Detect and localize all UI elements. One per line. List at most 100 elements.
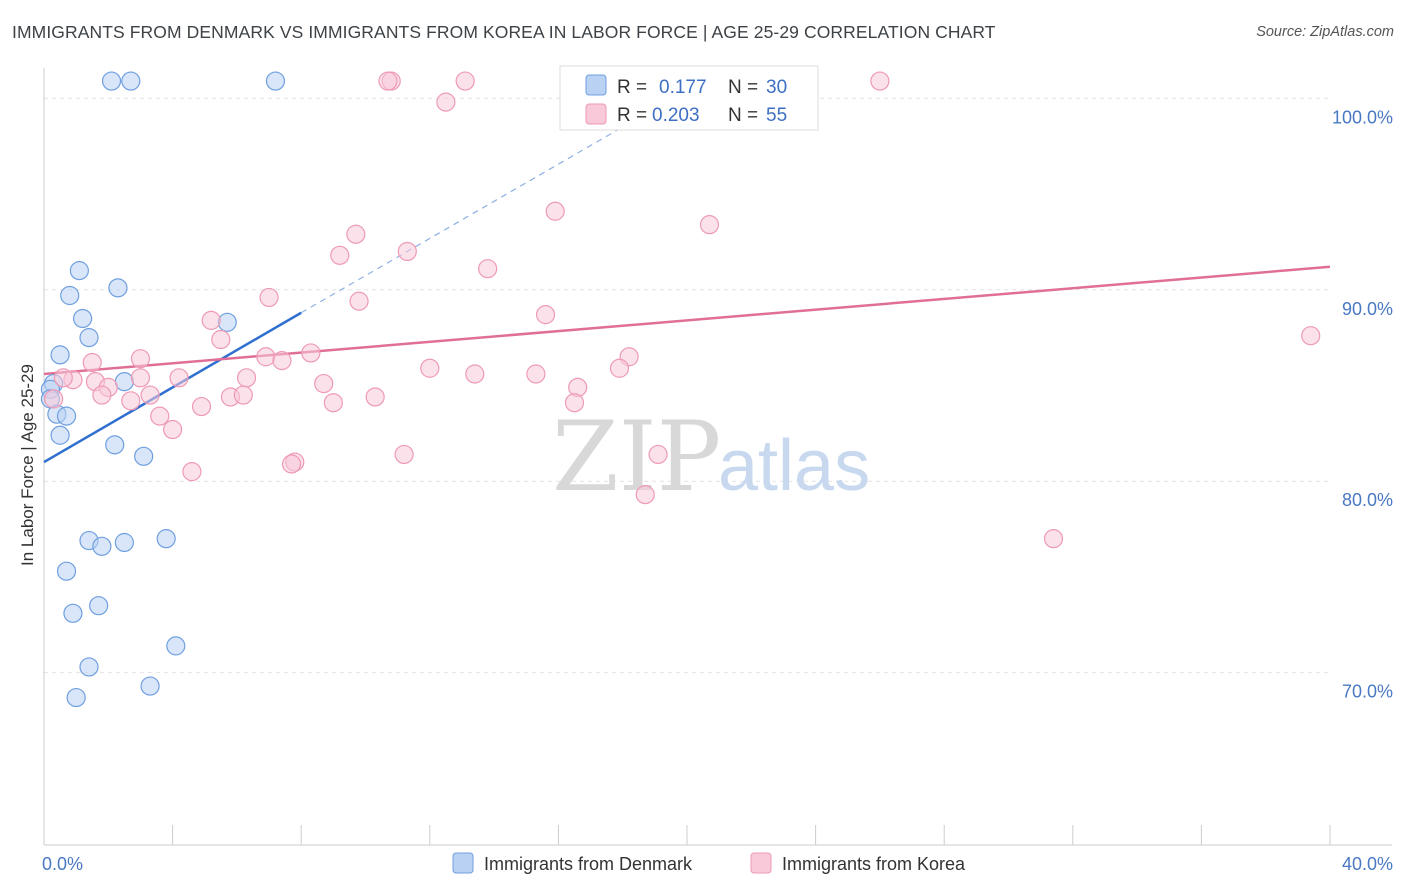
korea-point-33 <box>140 385 160 405</box>
korea-point-29 <box>526 364 546 384</box>
legend-r-label-denmark: R = <box>617 77 647 98</box>
denmark-point-18 <box>134 446 154 466</box>
korea-point-13 <box>201 310 221 330</box>
korea-point-28 <box>465 364 485 384</box>
legend-n-value-korea: 55 <box>766 105 787 126</box>
denmark-point-5 <box>72 308 93 329</box>
korea-point-40 <box>44 389 64 409</box>
x-tick-label-1: 40.0% <box>1342 854 1393 874</box>
korea-point-49 <box>182 462 202 482</box>
korea-point-21 <box>82 352 102 373</box>
denmark-point-2 <box>265 71 286 91</box>
korea-point-12 <box>535 305 556 325</box>
x-tick-label-0: 0.0% <box>42 854 83 874</box>
legend-swatch-korea <box>585 103 607 125</box>
bottom-legend-swatch-korea <box>750 852 772 874</box>
korea-point-39 <box>121 391 141 411</box>
y-tick-label-2: 80.0% <box>1342 490 1393 510</box>
denmark-point-29 <box>66 687 86 708</box>
korea-point-20 <box>609 358 630 378</box>
korea-point-53 <box>378 71 398 91</box>
korea-point-1 <box>455 71 475 91</box>
korea-point-11 <box>349 291 369 311</box>
korea-point-44 <box>163 419 183 440</box>
korea-point-48 <box>281 454 302 474</box>
korea-point-15 <box>301 343 321 363</box>
korea-point-16 <box>256 347 276 367</box>
korea-point-32 <box>92 385 112 405</box>
denmark-point-17 <box>105 435 125 455</box>
korea-trend-line <box>43 265 1331 376</box>
korea-point-42 <box>191 396 212 417</box>
korea-point-9 <box>478 259 498 279</box>
tick-labels: 100.0% 90.0% 80.0% 70.0% 0.0% 40.0% <box>42 107 1393 874</box>
korea-point-4 <box>545 201 565 221</box>
grid-lines <box>44 97 1330 674</box>
legend-n-value-denmark: 30 <box>766 77 787 98</box>
denmark-point-0 <box>101 71 122 91</box>
denmark-point-24 <box>63 603 83 623</box>
denmark-point-16 <box>50 425 70 445</box>
korea-point-14 <box>211 329 231 350</box>
stats-legend: R = 0.177 N = 30 R = 0.203 N = 55 <box>559 65 819 131</box>
korea-point-30 <box>314 373 334 394</box>
bottom-legend-swatch-denmark <box>452 852 474 874</box>
legend-swatch-denmark <box>585 74 607 96</box>
data-points <box>40 71 1321 708</box>
korea-point-25 <box>130 368 151 388</box>
denmark-point-28 <box>140 676 160 696</box>
korea-point-6 <box>346 224 366 244</box>
korea-point-2 <box>870 71 890 91</box>
denmark-point-6 <box>79 328 99 348</box>
korea-point-26 <box>169 368 189 388</box>
korea-point-45 <box>394 444 414 465</box>
denmark-point-3 <box>69 261 89 281</box>
denmark-point-12 <box>114 372 134 392</box>
denmark-point-23 <box>56 561 77 581</box>
korea-point-41 <box>564 393 585 413</box>
legend-r-value-denmark: 0.177 <box>659 77 707 98</box>
denmark-point-4 <box>60 285 80 306</box>
source-label: Source: ZipAtlas.com <box>1256 24 1394 40</box>
denmark-point-7 <box>217 312 237 332</box>
korea-point-3 <box>436 92 456 112</box>
korea-point-27 <box>236 368 257 388</box>
denmark-point-20 <box>92 536 112 556</box>
denmark-point-8 <box>108 278 128 298</box>
korea-point-8 <box>397 241 417 262</box>
legend-r-label-korea: R = <box>617 105 647 126</box>
korea-point-50 <box>635 485 655 505</box>
korea-point-10 <box>259 287 279 308</box>
axes <box>43 68 1392 846</box>
series-legend: Immigrants from Denmark Immigrants from … <box>452 852 966 874</box>
y-tick-label-1: 90.0% <box>1342 299 1393 319</box>
korea-point-36 <box>365 387 385 407</box>
denmark-point-26 <box>166 636 186 656</box>
bottom-legend-denmark: Immigrants from Denmark <box>484 854 693 874</box>
korea-point-24 <box>130 349 151 369</box>
y-axis-label: In Labor Force | Age 25-29 <box>18 364 37 566</box>
legend-r-value-korea: 0.203 <box>652 105 700 126</box>
korea-point-7 <box>330 245 350 265</box>
denmark-point-25 <box>89 596 109 616</box>
denmark-point-21 <box>114 532 134 553</box>
denmark-point-22 <box>156 529 176 549</box>
legend-n-label-denmark: N = <box>728 77 758 98</box>
korea-point-18 <box>420 358 440 378</box>
denmark-point-9 <box>50 345 70 365</box>
korea-point-17 <box>272 350 292 371</box>
bottom-legend-korea: Immigrants from Korea <box>782 854 966 874</box>
denmark-point-27 <box>79 657 99 677</box>
denmark-point-1 <box>121 71 141 91</box>
korea-point-38 <box>323 393 343 413</box>
korea-point-43 <box>150 406 170 426</box>
y-tick-label-0: 100.0% <box>1332 107 1393 127</box>
korea-point-5 <box>699 215 720 235</box>
watermark-atlas: atlas <box>718 426 870 506</box>
legend-n-label-korea: N = <box>728 105 758 126</box>
chart-title: IMMIGRANTS FROM DENMARK VS IMMIGRANTS FR… <box>12 22 996 42</box>
korea-point-54 <box>53 368 73 388</box>
y-tick-label-3: 70.0% <box>1342 682 1393 702</box>
denmark-point-15 <box>56 406 77 426</box>
